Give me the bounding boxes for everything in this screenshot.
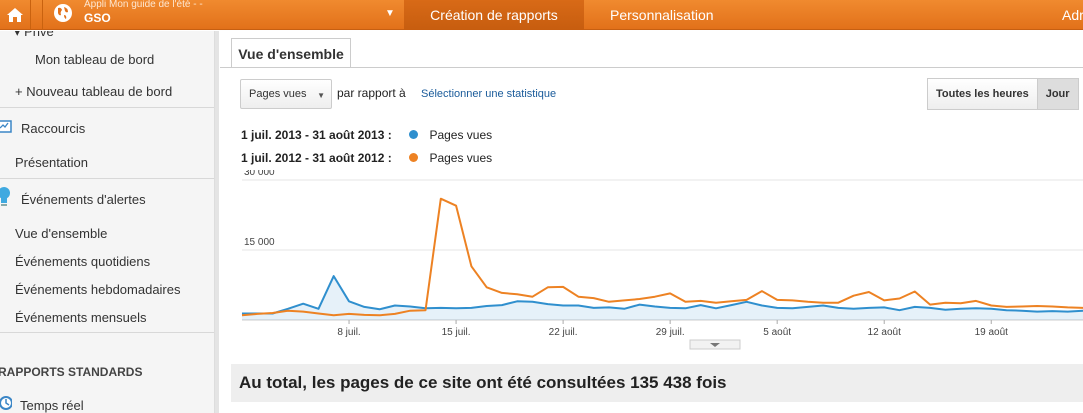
legend-metric: Pages vues bbox=[429, 128, 493, 142]
hourly-button[interactable]: Toutes les heures bbox=[927, 78, 1038, 110]
nav-admin[interactable]: Adr bbox=[1062, 7, 1083, 23]
sidebar-item-my-dashboard[interactable]: Mon tableau de bord bbox=[35, 52, 155, 67]
sidebar-item-overview[interactable]: Vue d'ensemble bbox=[15, 226, 108, 241]
divider bbox=[42, 0, 43, 30]
sidebar-item-monthly-events[interactable]: Événements mensuels bbox=[15, 310, 147, 325]
select-statistic-link[interactable]: Sélectionner une statistique bbox=[421, 88, 557, 100]
legend-row-2013: 1 juil. 2013 - 31 août 2013 : Pages vues bbox=[241, 128, 492, 142]
sidebar-item-weekly-events[interactable]: Événements hebdomadaires bbox=[15, 282, 181, 297]
tab-divider bbox=[220, 67, 1083, 68]
account-subtitle[interactable]: Appli Mon guide de l'été - - bbox=[84, 0, 203, 10]
day-button[interactable]: Jour bbox=[1037, 78, 1079, 110]
chevron-down-icon: ▼ bbox=[317, 91, 325, 100]
sidebar-item-presentation[interactable]: Présentation bbox=[15, 155, 88, 170]
divider bbox=[30, 0, 31, 30]
sidebar-item-new-dashboard[interactable]: + Nouveau tableau de bord bbox=[15, 84, 173, 99]
series-dot-icon bbox=[409, 130, 419, 139]
sidebar-item-daily-events[interactable]: Événements quotidiens bbox=[15, 254, 151, 269]
sidebar-item-realtime[interactable]: Temps réel bbox=[20, 398, 84, 413]
legend-range: 1 juil. 2013 - 31 août 2013 : bbox=[241, 128, 392, 142]
account-name[interactable]: GSO bbox=[84, 11, 111, 25]
time-granularity-buttons: Toutes les heures Jour bbox=[927, 78, 1079, 110]
home-icon bbox=[7, 8, 23, 22]
lightbulb-icon bbox=[0, 187, 10, 206]
clock-icon bbox=[0, 396, 12, 410]
y-tick-label: 15 000 bbox=[244, 237, 275, 248]
chevron-down-icon[interactable]: ▼ bbox=[385, 8, 395, 19]
x-tick-label: 19 août bbox=[975, 327, 1009, 338]
nav-customization[interactable]: Personnalisation bbox=[610, 7, 714, 23]
x-tick-label: 15 juil. bbox=[442, 327, 471, 338]
divider bbox=[0, 178, 214, 179]
divider bbox=[0, 107, 214, 108]
globe-icon bbox=[54, 4, 72, 22]
y-tick-label: 30 000 bbox=[244, 170, 275, 178]
series-dot-icon bbox=[409, 153, 419, 162]
series-line-2013 bbox=[242, 275, 1083, 315]
metric-select-value: Pages vues bbox=[249, 88, 307, 100]
nav-reports[interactable]: Création de rapports bbox=[404, 0, 584, 30]
sidebar: ▾ Privé Mon tableau de bord + Nouveau ta… bbox=[0, 31, 215, 413]
x-tick-label: 8 juil. bbox=[337, 327, 360, 338]
home-button[interactable] bbox=[0, 0, 30, 30]
series-line-2012 bbox=[241, 197, 1083, 317]
metric-select[interactable]: Pages vues ▼ bbox=[240, 79, 332, 109]
sidebar-scrollbar[interactable] bbox=[215, 31, 219, 413]
x-tick-label: 5 août bbox=[763, 327, 791, 338]
tab-overview[interactable]: Vue d'ensemble bbox=[231, 38, 351, 68]
x-tick-label: 22 juil. bbox=[549, 327, 578, 338]
x-tick-label: 29 juil. bbox=[656, 327, 685, 338]
compare-label: par rapport à bbox=[337, 86, 406, 100]
series-area-2013 bbox=[242, 276, 1083, 320]
divider bbox=[0, 332, 214, 333]
x-tick-label: 12 août bbox=[868, 327, 902, 338]
chevron-down-icon bbox=[710, 343, 720, 347]
top-bar: Appli Mon guide de l'été - - GSO ▼ Créat… bbox=[0, 0, 1083, 30]
legend-row-2012: 1 juil. 2012 - 31 août 2012 : Pages vues bbox=[241, 151, 492, 165]
shortcuts-icon bbox=[0, 120, 12, 133]
line-chart[interactable]: 30 000 15 000 8 juil. 15 juil. 22 juil. 29 ju… bbox=[220, 170, 1083, 352]
sidebar-item-alert-events[interactable]: Événements d'alertes bbox=[21, 192, 146, 207]
sidebar-section-standard-reports: RAPPORTS STANDARDS bbox=[0, 365, 143, 379]
legend-metric: Pages vues bbox=[429, 151, 493, 165]
sidebar-item-shortcuts[interactable]: Raccourcis bbox=[21, 121, 86, 136]
legend-range: 1 juil. 2012 - 31 août 2012 : bbox=[241, 151, 392, 165]
sidebar-item-private[interactable]: ▾ Privé bbox=[14, 31, 54, 39]
summary-total: Au total, les pages de ce site ont été c… bbox=[231, 364, 1083, 402]
